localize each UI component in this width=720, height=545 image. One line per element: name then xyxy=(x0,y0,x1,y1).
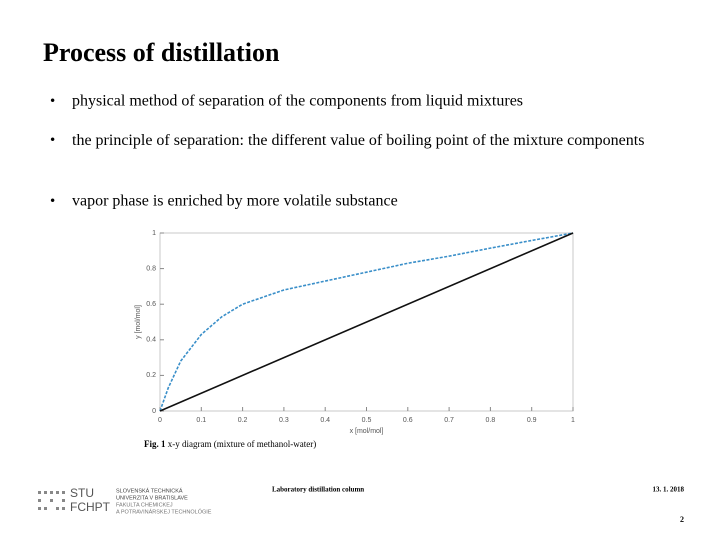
bullet: vapor phase is enriched by more volatile… xyxy=(72,193,398,210)
logo-text: UNIVERZITA V BRATISLAVE xyxy=(116,495,188,501)
footer-date: 13. 1. 2018 xyxy=(653,486,685,494)
logo-dots xyxy=(38,491,65,510)
logo-text: STU xyxy=(70,486,94,500)
y-tick-label: 0.2 xyxy=(146,372,156,379)
bullet: physical method of separation of the com… xyxy=(72,93,523,110)
slide-title: Process of distillation xyxy=(43,38,280,67)
logo-text: FAKULTA CHEMICKEJ xyxy=(116,502,173,508)
bullet-dot: • xyxy=(50,93,55,109)
series-line xyxy=(159,232,574,412)
caption: Fig. 1 x-y diagram (mixture of methanol-… xyxy=(144,439,316,449)
x-tick-label: 0.8 xyxy=(486,417,496,424)
y-tick-label: 0.6 xyxy=(146,301,156,308)
figure: 0 0.1 0.2 0.3 0.4 0.5 0.6 0.7 0.8 0.9 1 0 0.2 0.4 0.6 0… xyxy=(130,226,582,438)
x-tick-label: 0.6 xyxy=(403,417,413,424)
caption-text: x-y diagram (mixture of methanol-water) xyxy=(168,439,316,449)
x-tick-label: 0.3 xyxy=(279,417,289,424)
bullet-box: the principle of separation: the differe… xyxy=(72,132,645,149)
x-tick-label: 0.9 xyxy=(527,417,537,424)
y-axis-label: y [mol/mol] xyxy=(135,305,142,339)
x-tick-label: 0.5 xyxy=(362,417,372,424)
series-line xyxy=(159,232,574,412)
x-tick-label: 0.7 xyxy=(444,417,454,424)
x-tick-label: 0 xyxy=(158,417,162,424)
bullet-dot: • xyxy=(50,193,55,209)
x-axis-label: x [mol/mol] xyxy=(350,428,384,435)
bullet-dot: • xyxy=(50,132,55,148)
x-tick-label: 0.4 xyxy=(320,417,330,424)
footer-center: Laboratory distillation column xyxy=(272,486,364,494)
x-tick-label: 1 xyxy=(571,417,575,424)
bullet: the principle of separation: the differe… xyxy=(72,132,645,149)
logo-text: SLOVENSKÁ TECHNICKÁ xyxy=(116,487,183,494)
y-tick-label: 0 xyxy=(152,408,156,415)
logo-text: A POTRAVINÁRSKEJ TECHNOLÓGIE xyxy=(116,508,212,515)
y-tick-label: 0.8 xyxy=(146,265,156,272)
y-tick-label: 0.4 xyxy=(146,337,156,344)
x-tick-label: 0.2 xyxy=(238,417,248,424)
page-number: 2 xyxy=(680,515,684,524)
logo-text: FCHPT xyxy=(70,500,111,514)
y-tick-label: 1 xyxy=(152,230,156,237)
x-tick-label: 0.1 xyxy=(196,417,206,424)
caption-label: Fig. 1 xyxy=(144,439,166,449)
